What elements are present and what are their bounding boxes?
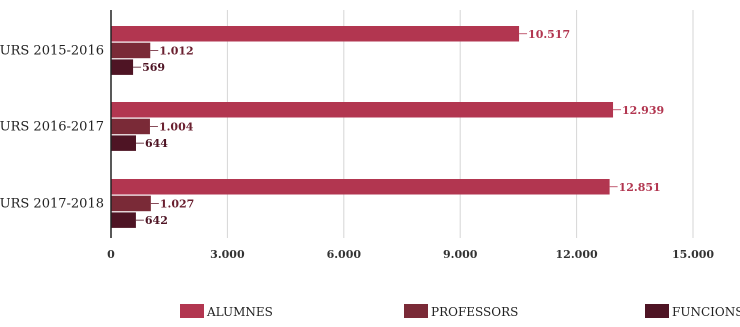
- data-label: 569: [142, 61, 165, 74]
- legend-swatch-funcions: [645, 304, 669, 318]
- data-label: 12.851: [619, 181, 661, 194]
- legend-label-alumnes: ALUMNES: [206, 305, 273, 319]
- legend-label-professors: PROFESSORS: [431, 305, 518, 319]
- x-tick-label: 3.000: [210, 248, 245, 261]
- category-labels: CURS 2015-2016 CURS 2016-2017 CURS 2017-20…: [0, 43, 104, 211]
- bar-professors-curs-2015-2016: [111, 42, 151, 59]
- legend-swatch-professors: [404, 304, 428, 318]
- bar-alumnes-curs-2017-2018: [111, 179, 610, 195]
- category-label: CURS 2015-2016: [0, 43, 104, 58]
- category-label: CURS 2016-2017: [0, 119, 104, 134]
- bar-funcions-curs-2017-2018: [111, 212, 136, 228]
- bar-funcions-curs-2015-2016: [111, 59, 134, 75]
- bar-professors-curs-2016-2017: [111, 118, 150, 135]
- bars: [111, 26, 614, 228]
- data-label: 644: [145, 137, 168, 150]
- x-tick-label: 0: [107, 248, 115, 261]
- data-labels: 10.517 1.012 569 12.939 1.004 644 12.851 1.027 6…: [133, 28, 664, 227]
- data-label: 1.027: [160, 197, 194, 210]
- x-tick-label: 6.000: [327, 248, 362, 261]
- bar-alumnes-curs-2015-2016: [111, 26, 520, 42]
- x-tick-label: 9.000: [443, 248, 478, 261]
- bar-professors-curs-2017-2018: [111, 195, 151, 212]
- legend-label-funcions: FUNCIONS: [672, 305, 740, 319]
- bar-funcions-curs-2016-2017: [111, 135, 136, 151]
- x-tick-label: 15.000: [672, 248, 714, 261]
- data-label: 642: [145, 214, 168, 227]
- x-tick-label: 12.000: [556, 248, 598, 261]
- bar-alumnes-curs-2016-2017: [111, 102, 614, 118]
- data-label: 10.517: [528, 28, 570, 41]
- category-label: CURS 2017-2018: [0, 196, 104, 211]
- data-label: 1.004: [159, 120, 194, 133]
- gridlines: [226, 10, 694, 238]
- x-tick-labels: 0 3.000 6.000 9.000 12.000 15.000: [107, 248, 714, 261]
- data-label: 1.012: [159, 44, 193, 57]
- data-label: 12.939: [622, 104, 664, 117]
- legend-swatch-alumnes: [180, 304, 204, 318]
- legend: ALUMNES PROFESSORS FUNCIONS: [180, 304, 740, 319]
